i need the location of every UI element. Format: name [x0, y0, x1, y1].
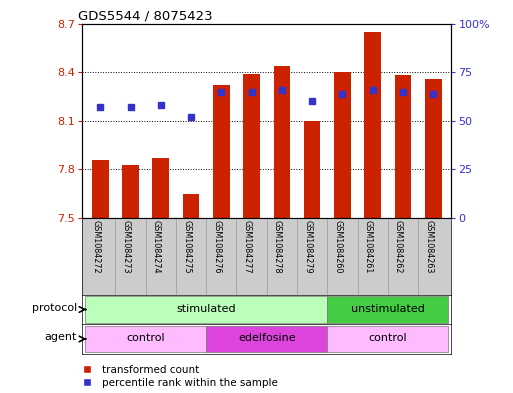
Text: GSM1084263: GSM1084263 [424, 220, 433, 274]
Text: GSM1084272: GSM1084272 [91, 220, 100, 274]
Text: GSM1084260: GSM1084260 [333, 220, 343, 274]
Text: unstimulated: unstimulated [351, 304, 425, 314]
Text: GSM1084279: GSM1084279 [303, 220, 312, 274]
Bar [183, 194, 200, 218]
Bar [85, 296, 327, 323]
Text: control: control [368, 333, 407, 343]
Text: GSM1084277: GSM1084277 [243, 220, 251, 274]
Bar [206, 326, 327, 352]
Text: stimulated: stimulated [176, 304, 236, 314]
Bar [85, 326, 206, 352]
Text: edelfosine: edelfosine [238, 333, 295, 343]
Text: control: control [126, 333, 165, 343]
Text: GSM1084274: GSM1084274 [152, 220, 161, 274]
Text: agent: agent [45, 332, 77, 342]
Bar [243, 74, 260, 218]
Text: GSM1084278: GSM1084278 [273, 220, 282, 274]
Text: GDS5544 / 8075423: GDS5544 / 8075423 [78, 9, 213, 22]
Bar [92, 160, 109, 218]
Bar [394, 75, 411, 218]
Bar [334, 72, 351, 218]
Bar [327, 326, 448, 352]
Text: GSM1084276: GSM1084276 [212, 220, 221, 274]
Text: GSM1084273: GSM1084273 [122, 220, 130, 274]
Text: protocol: protocol [32, 303, 77, 313]
Bar [304, 121, 321, 218]
Bar [425, 79, 442, 218]
Bar [152, 158, 169, 218]
Legend: transformed count, percentile rank within the sample: transformed count, percentile rank withi… [77, 365, 278, 388]
Text: GSM1084261: GSM1084261 [364, 220, 373, 274]
Bar [364, 32, 381, 218]
Bar [327, 296, 448, 323]
Text: GSM1084262: GSM1084262 [394, 220, 403, 274]
Bar [213, 85, 230, 218]
Text: GSM1084275: GSM1084275 [182, 220, 191, 274]
Bar [122, 165, 139, 218]
Bar [273, 66, 290, 218]
